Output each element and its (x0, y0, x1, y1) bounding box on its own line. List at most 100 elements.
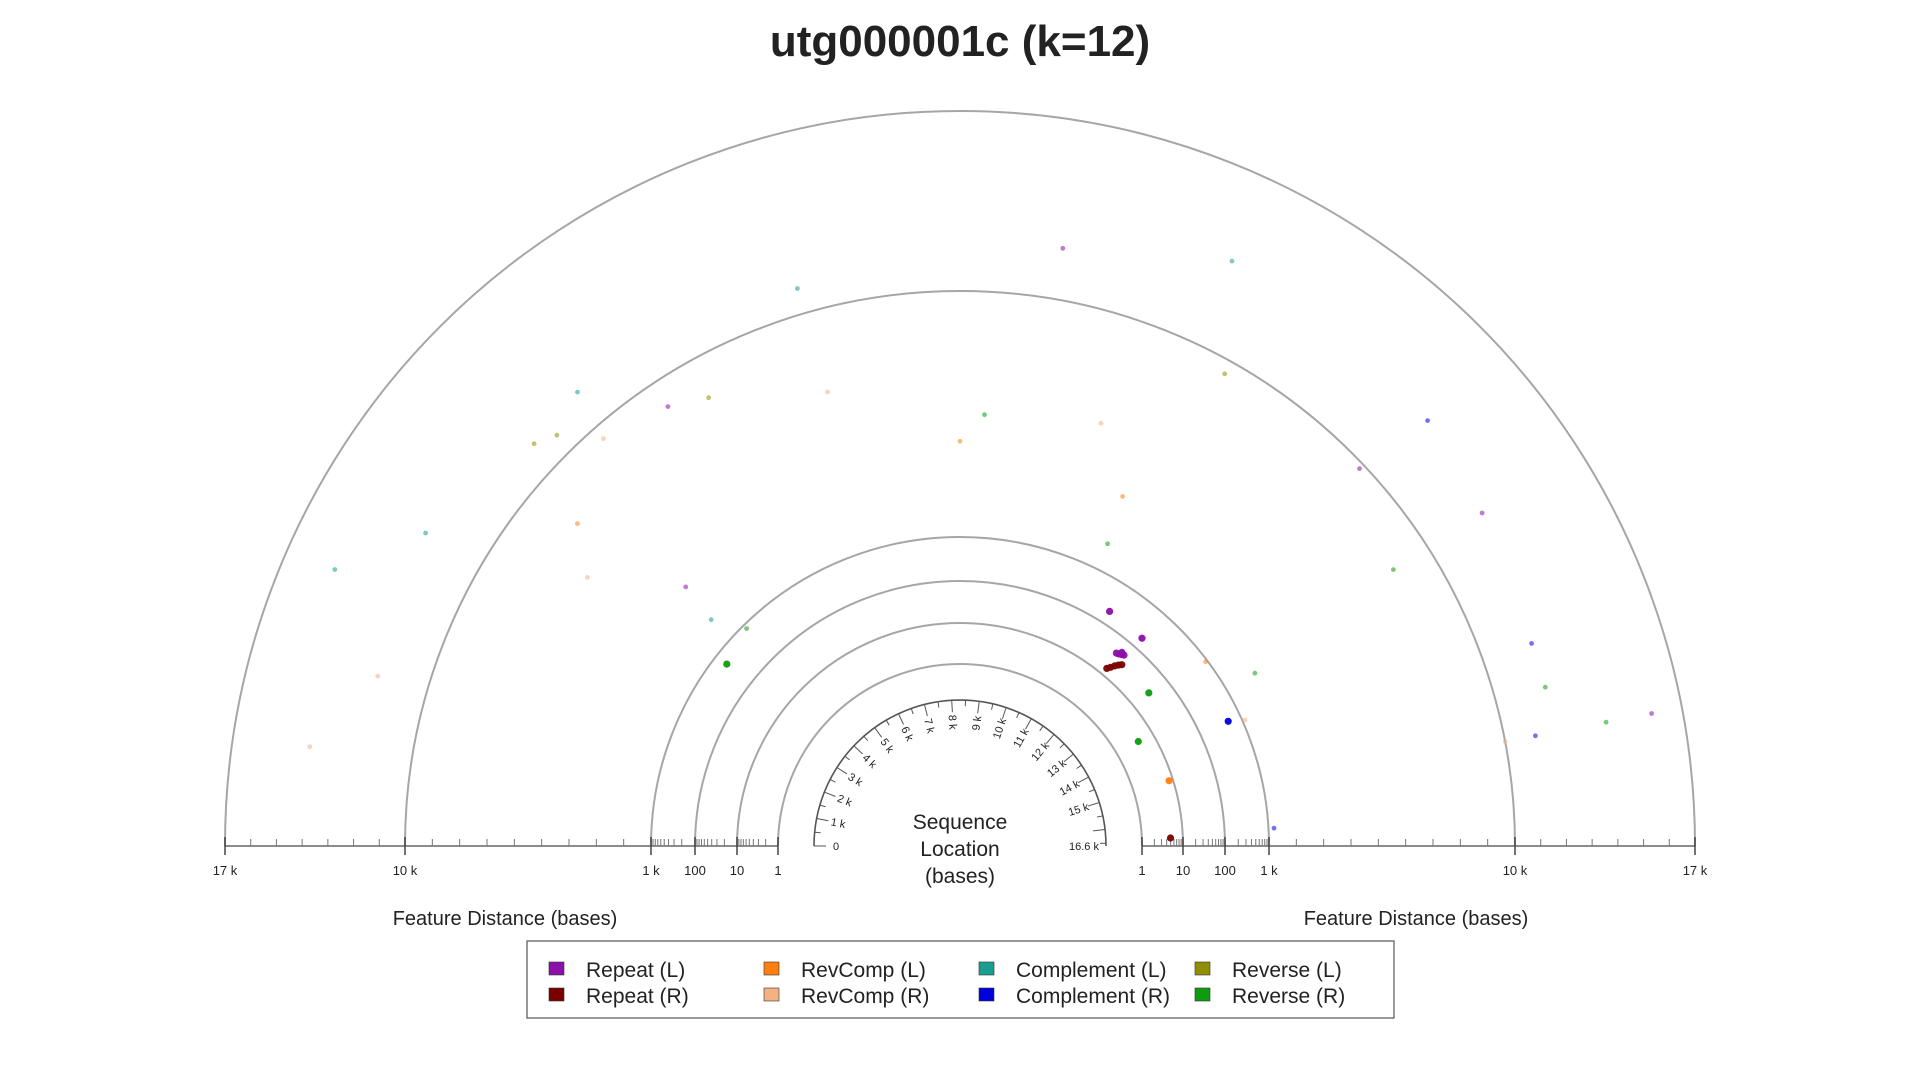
point-s7-1 (744, 626, 749, 631)
grid-ring-2 (694, 580, 1226, 847)
sequence-tick-label-5: 5 k (878, 737, 897, 756)
legend-label-4: Complement (L) (1016, 959, 1167, 982)
sequence-tick-12500 (1059, 743, 1065, 749)
grid-ring-0 (777, 663, 1143, 847)
point-s4-3 (795, 286, 800, 291)
left-tick-label-0: 1 (774, 863, 781, 878)
sequence-tick-3500 (844, 755, 850, 761)
right-tick-label-2: 100 (1214, 863, 1236, 878)
point-s0-11 (1479, 510, 1485, 516)
sequence-tick-500 (814, 831, 821, 834)
left-tick-label-3: 1 k (642, 863, 660, 878)
sequence-tick-16000 (1093, 828, 1106, 832)
left-tick-label-5: 17 k (213, 863, 238, 878)
sequence-tick-13500 (1076, 764, 1082, 769)
legend-label-1: Repeat (R) (586, 985, 689, 1008)
point-s0-7 (683, 584, 689, 590)
point-s7-0 (723, 660, 731, 668)
sequence-tick-7500 (937, 701, 940, 708)
point-s6-3 (706, 395, 711, 401)
legend-label-3: RevComp (R) (801, 985, 929, 1008)
sequence-tick-5500 (885, 719, 890, 726)
legend-swatch-6 (1194, 961, 1211, 976)
sequence-tick-7000 (923, 704, 928, 717)
sequence-tick-1500 (819, 804, 826, 808)
point-s6-0 (531, 441, 537, 447)
sequence-tick-10000 (1001, 707, 1007, 720)
point-s2-4 (1165, 777, 1173, 785)
point-s3-4 (825, 389, 830, 395)
sequence-tick-11500 (1039, 725, 1044, 732)
point-s7-6 (1542, 684, 1548, 690)
sequence-tick-13000 (1063, 753, 1074, 762)
legend-swatch-4 (978, 961, 995, 976)
sequence-tick-4500 (863, 735, 869, 741)
sequence-tick-11000 (1025, 718, 1032, 730)
center-label-line-2: Location (920, 838, 999, 861)
point-s5-0 (1425, 418, 1430, 423)
point-s7-8 (1145, 689, 1153, 697)
right-tick-label-0: 1 (1138, 863, 1145, 878)
point-s1-4 (1103, 664, 1111, 673)
point-s3-7 (1502, 739, 1508, 744)
grid-ring-3 (650, 536, 1270, 847)
right-axis-title: Feature Distance (bases) (1304, 908, 1529, 930)
data-points (307, 245, 1654, 842)
point-s0-12 (1649, 711, 1654, 716)
sequence-tick-14000 (1077, 776, 1089, 784)
right-tick-label-4: 10 k (1503, 863, 1528, 878)
point-s4-1 (423, 530, 428, 536)
sequence-tick-12000 (1045, 734, 1055, 744)
sequence-tick-label-2: 2 k (835, 793, 854, 810)
grid-ring-1 (736, 622, 1184, 847)
sequence-tick-label-16: 16.6 k (1069, 841, 1099, 853)
sequence-tick-4000 (853, 745, 863, 755)
left-tick-label-4: 10 k (393, 863, 418, 878)
sequence-tick-15500 (1096, 815, 1103, 818)
legend-label-5: Complement (R) (1016, 985, 1170, 1008)
point-s0-4 (1118, 648, 1126, 657)
point-s0-9 (1060, 245, 1066, 251)
grid-ring-5 (224, 110, 1696, 847)
point-s3-2 (585, 575, 590, 580)
point-s0-10 (1357, 466, 1362, 471)
point-s6-1 (554, 432, 560, 438)
legend-label-6: Reverse (L) (1232, 959, 1342, 982)
sequence-tick-label-14: 14 k (1058, 778, 1082, 799)
sequence-tick-label-12: 12 k (1029, 740, 1052, 764)
legend-swatch-5 (978, 987, 995, 1002)
legend-swatch-7 (1194, 987, 1211, 1002)
sequence-tick-14500 (1088, 789, 1095, 793)
sequence-tick-label-10: 10 k (991, 716, 1009, 740)
center-label-line-1: Sequence (913, 811, 1008, 834)
sequence-tick-1000 (816, 818, 829, 822)
legend-label-7: Reverse (R) (1232, 985, 1345, 1008)
sequence-arc (813, 699, 1107, 847)
left-tick-label-2: 100 (684, 863, 706, 878)
point-s5-2 (1529, 641, 1534, 646)
left-axis-title: Feature Distance (bases) (393, 908, 618, 930)
right-tick-label-3: 1 k (1260, 863, 1278, 878)
sequence-tick-9500 (991, 703, 994, 710)
sequence-tick-15000 (1087, 801, 1100, 807)
legend-swatch-0 (548, 961, 565, 976)
point-s7-4 (1391, 567, 1396, 572)
sequence-tick-label-4: 4 k (860, 752, 879, 771)
point-s3-3 (601, 436, 606, 442)
sequence-tick-9000 (977, 701, 980, 714)
point-s3-1 (375, 673, 381, 679)
sequence-tick-6000 (897, 713, 904, 725)
legend-frame (526, 940, 1395, 1019)
point-s3-6 (1242, 717, 1248, 723)
center-label-line-3: (bases) (925, 865, 995, 888)
point-s7-9 (1134, 737, 1142, 746)
sequence-tick-8000 (951, 700, 953, 713)
point-s3-5 (1098, 420, 1104, 426)
point-s7-5 (1252, 670, 1258, 676)
point-s2-3 (1203, 659, 1208, 665)
point-s4-5 (708, 617, 714, 623)
legend-swatch-2 (763, 961, 780, 976)
legend-label-2: RevComp (L) (801, 959, 926, 982)
chart-title: utg000001c (k=12) (770, 17, 1150, 66)
legend: Repeat (L) Repeat (R) RevComp (L) RevComp (… (526, 940, 1395, 1019)
